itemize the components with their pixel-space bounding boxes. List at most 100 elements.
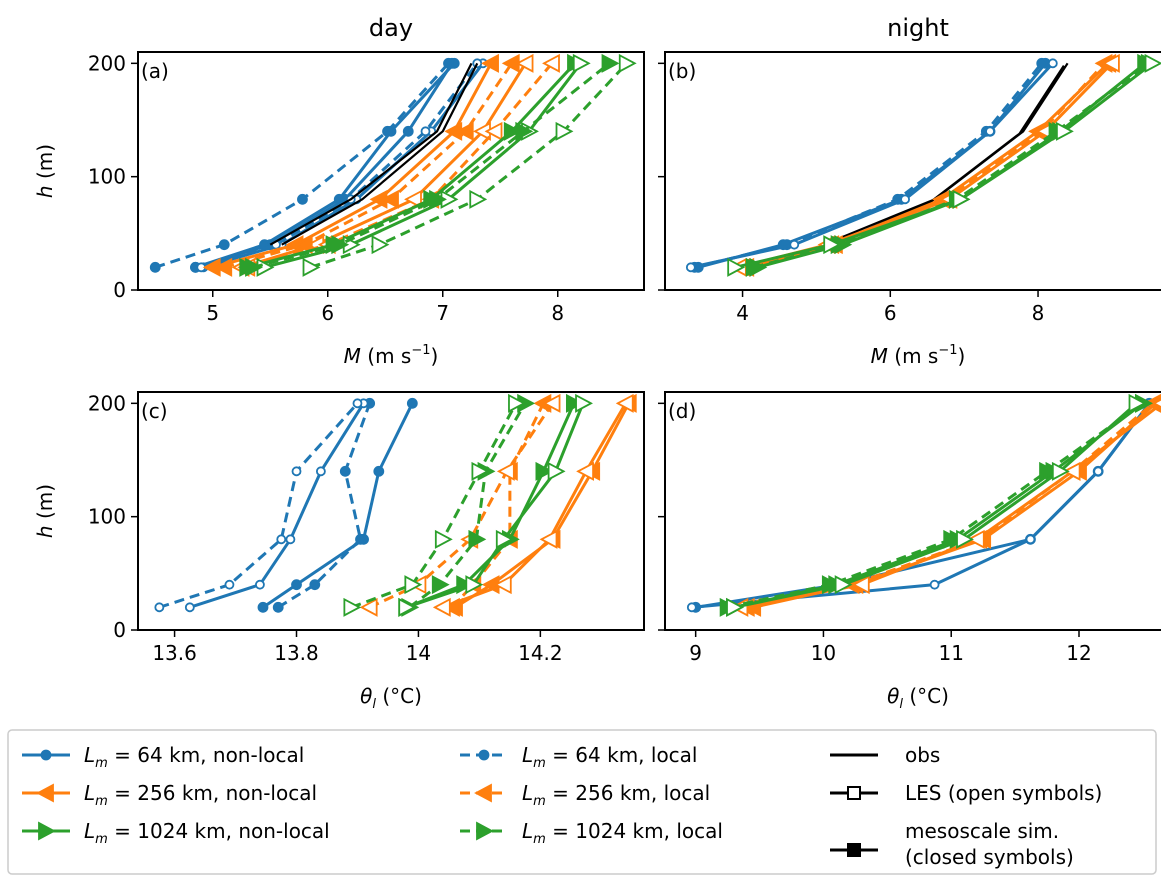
- data-point-3-7-4: [576, 461, 594, 481]
- x-axis-label-a: M (m s−1): [344, 343, 439, 368]
- x-ticks-c: 13.6 13.8 14 14.2: [152, 630, 563, 665]
- legend-local-1-marker: [478, 749, 490, 761]
- data-point-1-14-4: [515, 121, 534, 141]
- data-point-3-11-3: [495, 529, 514, 549]
- data-point-1-13-5: [572, 53, 591, 73]
- axes-frame-a: [137, 51, 645, 291]
- data-point-3-4-3: [276, 534, 287, 545]
- data-point-1-12-4: [503, 121, 522, 141]
- data-point-1-14-5: [601, 53, 620, 73]
- data-point-3-3-1: [184, 602, 195, 613]
- data-point-3-12-3: [434, 529, 453, 549]
- data-point-1-3-5: [443, 57, 454, 69]
- y-tick-label-3-1: 0: [113, 618, 126, 642]
- data-point-3-11-1: [398, 597, 417, 617]
- data-point-3-1-4: [373, 465, 385, 477]
- data-point-3-11-4: [547, 461, 566, 481]
- data-point-2-11-3: [952, 189, 971, 209]
- data-point-1-10-2: [294, 235, 313, 255]
- data-point-1-3-2: [218, 239, 230, 251]
- panel-d: (d) 9 10 11 12 θl (°C): [658, 391, 1161, 712]
- series-line-1-7: [269, 62, 473, 246]
- data-point-1-11-4: [484, 121, 503, 141]
- legend-label-local-1: Lm = 64 km, local: [522, 743, 698, 771]
- series-line-4-7: [727, 402, 1144, 609]
- data-point-3-8-5: [542, 393, 561, 413]
- data-point-2-3-1: [685, 262, 696, 273]
- data-point-4-5-4: [1062, 461, 1081, 481]
- plot-area-c: [154, 393, 637, 617]
- data-point-3-9-4: [535, 461, 554, 481]
- data-point-2-3-3: [900, 194, 910, 205]
- x-tick-label-4-1: 9: [689, 641, 702, 665]
- data-point-2-11-5: [1144, 53, 1161, 73]
- legend-label-meso-2: (closed symbols): [905, 845, 1074, 869]
- legend-label-meso-1: mesoscale sim.: [905, 819, 1059, 843]
- data-point-2-2-5: [1036, 57, 1048, 69]
- data-point-3-3-3: [285, 534, 296, 545]
- x-ticks-b: 4 6 8: [736, 290, 1044, 325]
- y-tick-label-3-3: 200: [88, 391, 126, 415]
- x-tick-label-1-3: 7: [436, 301, 449, 325]
- data-point-4-2-3: [1025, 534, 1036, 545]
- data-point-3-3-4: [315, 466, 326, 477]
- data-point-4-8-3: [956, 529, 974, 549]
- y-ticks-c: 0 100 200: [88, 391, 138, 642]
- panel-label-b: (b): [668, 59, 696, 83]
- data-point-1-15-1: [302, 257, 321, 277]
- data-point-4-2-1: [686, 602, 697, 613]
- legend-nonlocal-2-marker: [36, 783, 54, 803]
- data-point-1-15-5: [618, 53, 637, 73]
- data-point-3-1-5: [406, 397, 418, 409]
- series-line-3-8: [369, 402, 554, 609]
- data-point-4-8-1: [726, 597, 744, 617]
- panel-label-d: (d): [668, 399, 696, 423]
- data-point-2-8-5: [1101, 53, 1120, 73]
- data-point-3-4-1: [154, 602, 165, 613]
- data-point-3-8-4: [496, 461, 515, 481]
- data-point-3-8-1: [359, 597, 378, 617]
- x-axis-label-d: θl (°C): [887, 684, 949, 712]
- data-point-3-10-3: [468, 529, 487, 549]
- data-point-3-11-2: [465, 575, 484, 595]
- data-point-3-4-4: [291, 466, 302, 477]
- data-point-3-2-2: [309, 579, 321, 591]
- axes-frame-b: [664, 51, 1161, 291]
- data-point-3-7-5: [615, 393, 634, 413]
- data-point-4-8-4: [1051, 461, 1070, 481]
- legend: Lm = 64 km, non-local Lm = 256 km, non-lo…: [7, 729, 1157, 875]
- panel-label-a: (a): [141, 59, 169, 83]
- data-point-3-12-5: [508, 393, 526, 413]
- data-point-1-14-3: [429, 189, 447, 209]
- data-point-3-1-2: [291, 579, 302, 591]
- x-tick-label-3-3: 14: [406, 641, 431, 665]
- column-title-day: day: [369, 14, 413, 42]
- x-tick-label-1-1: 5: [206, 301, 219, 325]
- data-point-1-2-3: [333, 193, 345, 205]
- panel-label-c: (c): [141, 399, 168, 423]
- x-axis-label-b: M (m s−1): [871, 343, 966, 368]
- data-point-1-3-3: [297, 193, 308, 205]
- series-line-3-2: [277, 402, 372, 609]
- data-point-4-2-2: [929, 579, 940, 590]
- x-ticks-d: 9 10 11 12: [689, 630, 1092, 665]
- x-tick-label-4-4: 12: [1066, 641, 1091, 665]
- legend-label-local-3: Lm = 1024 km, local: [522, 819, 723, 847]
- legend-nonlocal-3-marker: [38, 821, 56, 841]
- x-tick-label-2-1: 4: [736, 301, 749, 325]
- x-tick-label-2-3: 8: [1032, 301, 1045, 325]
- legend-meso-marker: [847, 843, 861, 857]
- data-point-4-8-2: [834, 575, 853, 595]
- data-point-4-5-2: [851, 575, 870, 595]
- data-point-3-12-4: [471, 461, 490, 481]
- data-point-1-8-5: [481, 53, 499, 73]
- x-tick-label-4-2: 10: [811, 641, 836, 665]
- legend-label-nonlocal-3: Lm = 1024 km, non-local: [84, 819, 330, 847]
- data-point-3-7-2: [493, 575, 512, 595]
- legend-label-obs: obs: [905, 743, 940, 767]
- y-axis-label-a: h (m): [33, 144, 57, 198]
- data-point-2-3-5: [1047, 58, 1058, 69]
- data-point-4-7-4: [1039, 461, 1057, 481]
- data-point-3-7-3: [539, 529, 558, 549]
- data-point-1-3-4: [382, 125, 393, 137]
